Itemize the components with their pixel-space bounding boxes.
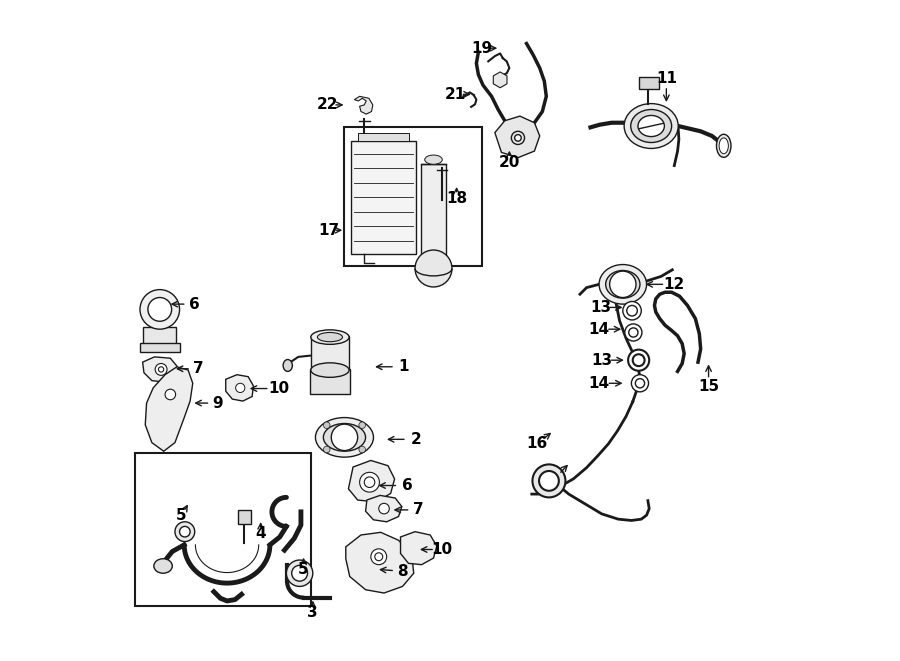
Ellipse shape: [719, 138, 728, 154]
Text: 16: 16: [526, 436, 548, 451]
Circle shape: [180, 526, 190, 537]
Text: 6: 6: [189, 297, 200, 311]
Bar: [310, 369, 350, 394]
Circle shape: [626, 305, 637, 316]
Bar: [140, 343, 180, 352]
Ellipse shape: [310, 330, 349, 344]
Text: 14: 14: [589, 375, 609, 391]
Text: 12: 12: [663, 277, 685, 292]
Bar: [421, 164, 446, 256]
Text: 17: 17: [318, 223, 339, 238]
Text: 1: 1: [399, 360, 410, 374]
Circle shape: [359, 446, 365, 453]
Text: 14: 14: [589, 322, 609, 336]
Text: 5: 5: [298, 562, 309, 577]
Ellipse shape: [606, 270, 640, 298]
Text: 8: 8: [397, 564, 408, 579]
Bar: [639, 77, 659, 89]
Polygon shape: [365, 495, 401, 522]
Circle shape: [632, 375, 649, 392]
Circle shape: [415, 250, 452, 287]
Text: 5: 5: [176, 508, 187, 523]
Circle shape: [175, 522, 194, 541]
Circle shape: [165, 389, 176, 400]
Polygon shape: [145, 367, 193, 451]
Text: 10: 10: [268, 381, 289, 396]
Text: 4: 4: [256, 526, 266, 541]
Text: 7: 7: [193, 362, 203, 376]
Circle shape: [286, 560, 313, 586]
Ellipse shape: [425, 155, 442, 165]
Bar: [143, 327, 176, 345]
Polygon shape: [346, 532, 414, 593]
Circle shape: [533, 465, 565, 497]
Ellipse shape: [318, 332, 343, 342]
Circle shape: [371, 549, 387, 564]
Circle shape: [511, 132, 525, 145]
Text: 11: 11: [656, 71, 677, 86]
Circle shape: [323, 446, 330, 453]
Bar: [357, 133, 410, 141]
Circle shape: [539, 471, 559, 490]
Text: 13: 13: [591, 353, 612, 368]
Polygon shape: [226, 375, 254, 401]
Circle shape: [359, 422, 365, 428]
Ellipse shape: [315, 418, 374, 457]
Polygon shape: [493, 72, 507, 88]
Circle shape: [515, 135, 521, 141]
Ellipse shape: [624, 104, 679, 149]
Circle shape: [292, 565, 308, 581]
Ellipse shape: [716, 134, 731, 157]
Text: 19: 19: [471, 41, 492, 56]
Circle shape: [323, 422, 330, 428]
Ellipse shape: [310, 363, 349, 377]
Circle shape: [364, 477, 374, 487]
Circle shape: [158, 367, 164, 372]
Bar: [238, 510, 251, 524]
Circle shape: [609, 271, 636, 297]
Circle shape: [629, 328, 638, 337]
Text: 3: 3: [308, 605, 318, 619]
Circle shape: [635, 379, 644, 388]
Bar: [135, 453, 311, 606]
Circle shape: [379, 503, 390, 514]
Circle shape: [236, 383, 245, 393]
Circle shape: [374, 553, 382, 561]
Circle shape: [623, 301, 642, 320]
Circle shape: [148, 297, 172, 321]
Polygon shape: [355, 97, 373, 114]
Text: 9: 9: [212, 395, 223, 410]
Text: 22: 22: [317, 97, 338, 112]
Text: 18: 18: [446, 191, 467, 206]
Circle shape: [633, 354, 644, 366]
Text: 2: 2: [410, 432, 421, 447]
Circle shape: [360, 473, 380, 492]
Ellipse shape: [323, 424, 365, 451]
Polygon shape: [142, 357, 177, 382]
Ellipse shape: [599, 264, 646, 304]
Text: 13: 13: [590, 300, 611, 315]
Circle shape: [140, 290, 180, 329]
Ellipse shape: [638, 116, 664, 137]
Circle shape: [155, 364, 167, 375]
Polygon shape: [400, 531, 436, 564]
Text: 7: 7: [413, 502, 424, 518]
Polygon shape: [348, 461, 394, 502]
Circle shape: [628, 350, 649, 371]
Text: 20: 20: [499, 155, 520, 170]
Text: 15: 15: [698, 379, 719, 394]
Text: 6: 6: [401, 478, 412, 493]
Bar: [310, 336, 349, 370]
Polygon shape: [495, 116, 540, 158]
Bar: [345, 128, 482, 266]
Text: 10: 10: [431, 542, 453, 557]
Ellipse shape: [631, 110, 671, 143]
Ellipse shape: [154, 559, 172, 573]
Text: 21: 21: [445, 87, 466, 102]
Ellipse shape: [284, 360, 292, 371]
Bar: [351, 141, 416, 254]
Circle shape: [331, 424, 357, 451]
Circle shape: [625, 324, 642, 341]
